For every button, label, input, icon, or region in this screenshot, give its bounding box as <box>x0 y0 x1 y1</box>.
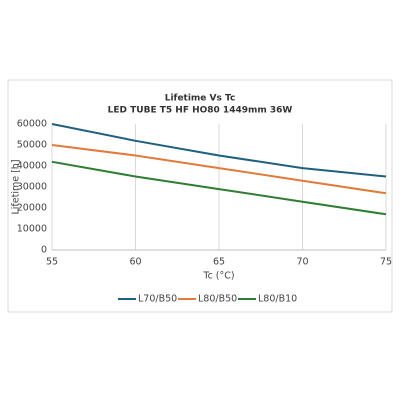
y-tick-label: 0 <box>41 245 47 256</box>
y-tick-label: 20000 <box>17 203 47 214</box>
x-tick-label: 70 <box>296 257 308 268</box>
legend-label: L80/B50 <box>198 294 237 305</box>
x-tick-label: 65 <box>213 257 225 268</box>
x-axis-label: Tc (°C) <box>202 271 234 282</box>
y-axis-label: Lifetime [h] <box>11 159 22 214</box>
y-tick-label: 40000 <box>17 161 47 172</box>
legend-label: L80/B10 <box>258 294 297 305</box>
series-line <box>51 144 387 195</box>
chart-frame <box>7 79 393 313</box>
y-tick-label: 60000 <box>17 119 47 130</box>
x-tick-label: 55 <box>46 257 58 268</box>
chart-title: Lifetime Vs Tc <box>165 94 236 104</box>
series-line <box>51 160 387 216</box>
legend-label: L70/B50 <box>138 294 177 305</box>
x-tick-label: 75 <box>380 257 392 268</box>
y-tick-label: 10000 <box>17 224 47 235</box>
y-tick-label: 30000 <box>17 182 47 193</box>
x-tick-label: 60 <box>129 257 141 268</box>
y-tick-label: 50000 <box>17 140 47 151</box>
series-line <box>51 123 387 178</box>
chart-subtitle: LED TUBE T5 HF HO80 1449mm 36W <box>108 106 293 116</box>
